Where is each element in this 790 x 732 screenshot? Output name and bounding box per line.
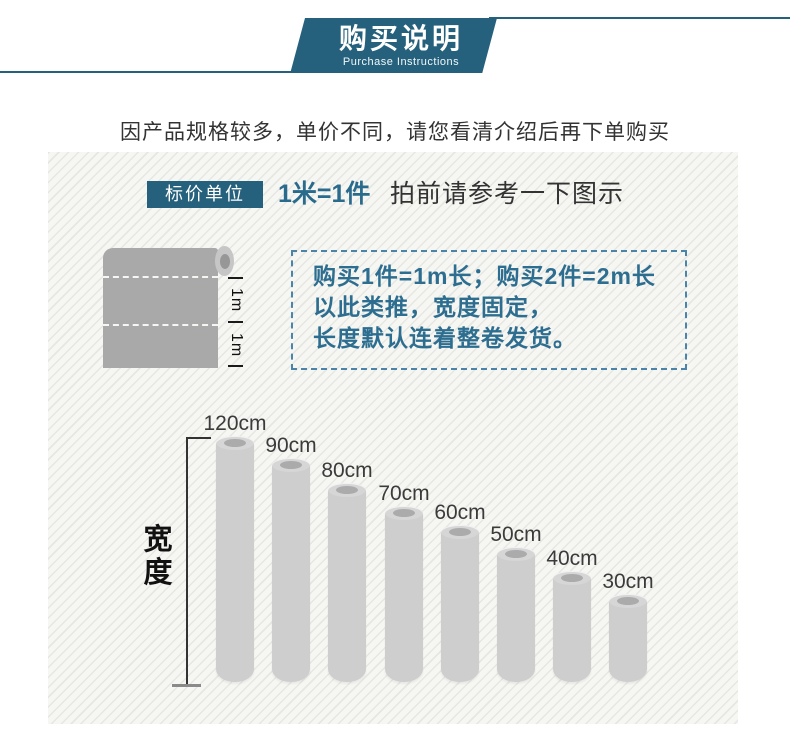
roll-cylinder-hole (224, 439, 246, 447)
section-banner-inner: 购买说明 Purchase Instructions (305, 18, 497, 73)
price-unit-equation: 1米=1件 (278, 180, 371, 208)
roll-cylinder-top (385, 506, 423, 520)
roll-illustration (103, 248, 218, 368)
roll-cylinder-top (609, 594, 647, 608)
width-value-label: 40cm (546, 547, 598, 570)
roll-cylinder-hole (617, 597, 639, 605)
roll-cylinder-top (272, 458, 310, 472)
meter-tick-1 (228, 277, 243, 279)
width-value-label: 80cm (321, 459, 373, 482)
price-unit-badge: 标价单位 (147, 181, 263, 208)
roll-cylinder (216, 443, 254, 682)
roll-cut-line-2 (103, 324, 218, 326)
roll-cylinder-top (328, 483, 366, 497)
roll-cylinder-hole (393, 509, 415, 517)
price-unit-hint: 拍前请参考一下图示 (390, 180, 625, 208)
roll-cut-line-1 (103, 276, 218, 278)
roll-cylinder-hole (449, 528, 471, 536)
roll-cylinder-hole (336, 486, 358, 494)
width-value-label: 120cm (203, 412, 267, 435)
roll-cylinder (441, 532, 479, 682)
section-title: 购买说明 (338, 22, 463, 54)
roll-end-cap (215, 246, 234, 276)
roll-cylinder (272, 465, 310, 682)
roll-cylinder (497, 554, 535, 682)
meter-segment-label-1: 1m (228, 287, 245, 313)
roll-cylinder-top (216, 436, 254, 450)
note-line-1: 购买1件=1m长；购买2件=2m长 (313, 263, 656, 289)
roll-cylinder (328, 490, 366, 682)
width-axis-top-tick (186, 437, 211, 439)
roll-cylinder-hole (561, 574, 583, 582)
width-axis-line (186, 438, 188, 686)
meter-tick-2 (228, 321, 243, 323)
roll-cylinder-top (497, 547, 535, 561)
roll-cylinder (385, 513, 423, 682)
width-value-label: 50cm (490, 523, 542, 546)
roll-cylinder-top (441, 525, 479, 539)
note-line-3: 长度默认连着整卷发货。 (313, 325, 577, 351)
roll-cylinder-top (553, 571, 591, 585)
section-banner: 购买说明 Purchase Instructions (290, 18, 497, 73)
width-value-label: 60cm (434, 501, 486, 524)
section-subtitle: Purchase Instructions (342, 55, 460, 68)
intro-text: 因产品规格较多，单价不同，请您看清介绍后再下单购买 (120, 121, 670, 144)
width-value-label: 30cm (602, 570, 654, 593)
width-axis-label: 宽度 (143, 524, 173, 589)
width-value-label: 70cm (378, 482, 430, 505)
meter-segment-label-2: 1m (228, 332, 245, 358)
roll-cylinder-hole (280, 461, 302, 469)
roll-cylinder (609, 601, 647, 682)
roll-cylinder-hole (505, 550, 527, 558)
purchase-note-box: 购买1件=1m长；购买2件=2m长 以此类推，宽度固定， 长度默认连着整卷发货。 (291, 250, 687, 370)
content-panel (48, 152, 738, 724)
roll-core-hole (220, 254, 230, 269)
roll-cylinder (553, 578, 591, 682)
width-axis-bottom-tick (172, 684, 201, 687)
width-value-label: 90cm (265, 434, 317, 457)
header-rule-right (489, 17, 790, 19)
note-line-2: 以此类推，宽度固定， (313, 294, 553, 320)
meter-tick-3 (228, 365, 243, 367)
header-rule-left (0, 71, 291, 73)
